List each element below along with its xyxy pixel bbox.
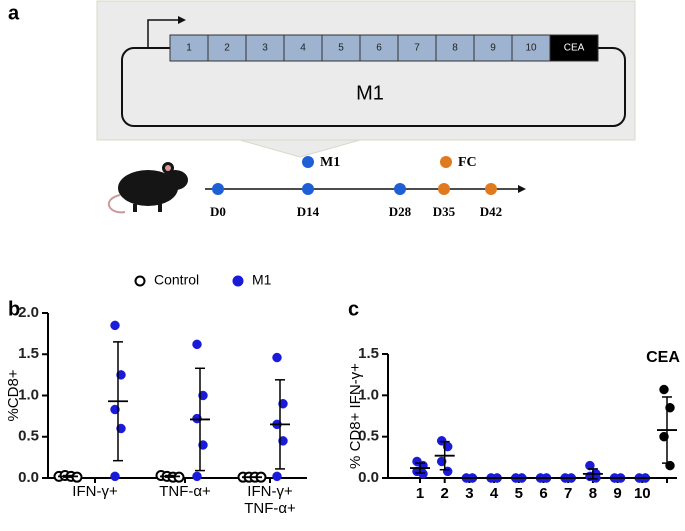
panel-label: b [8,298,20,320]
box-label: 2 [224,43,230,54]
y-tick-label: 1.0 [18,386,39,403]
box-label: CEA [564,43,585,54]
timepoint-label: D14 [297,204,320,219]
data-point [192,471,202,482]
data-point [272,471,282,482]
timepoint-dot [212,183,224,195]
x-tick-label: 9 [613,485,621,502]
x-tick-label: 5 [515,485,523,502]
legend-dot [440,156,452,168]
x-tick-label: IFN-γ+ [72,483,118,500]
x-tick-label: IFN-γ+ [247,483,293,500]
x-tick-label: 3 [465,485,473,502]
epitope-box [283,34,323,62]
epitope-box [511,34,551,62]
x-tick-label: 8 [589,485,597,502]
y-axis-title: % CD8+ IFN-γ+ [347,363,364,469]
mouse [107,162,188,214]
timepoint-dot [394,183,406,195]
timepoint-label: D35 [433,204,456,219]
y-tick-label: 2.0 [18,304,39,321]
x-tick-label: 10 [634,485,651,502]
data-point [659,384,669,395]
legend-label: M1 [320,155,340,170]
y-tick-label: 1.5 [18,345,39,362]
plasmid-label: M1 [356,82,384,104]
y-tick-label: 0.5 [358,428,379,445]
timepoint-dot [485,183,497,195]
box-label: 4 [300,43,306,54]
x-tick-label: 7 [564,485,572,502]
arrowhead [518,185,526,193]
y-tick-label: 0.0 [18,469,39,486]
x-tick-label: TNF-α+ [244,500,296,517]
inset-box [96,0,636,141]
x-tick-label: 4 [490,485,499,502]
x-tick-label: 1 [416,485,424,502]
box-label: 6 [376,43,382,54]
box-label: 1 [186,43,192,54]
legend-label: FC [458,155,477,170]
x-tick-label: 6 [539,485,547,502]
data-point [192,339,202,350]
timepoint-label: D0 [210,204,226,219]
y-axis-title: %CD8+ [5,369,22,421]
y-tick-label: 0.5 [18,428,39,445]
box-label: 3 [262,43,268,54]
timepoint-dot [438,183,450,195]
epitope-box [207,34,247,62]
panel-label: c [348,298,359,320]
box-label: 8 [452,43,458,54]
annotation: CEA [646,349,680,366]
legend-marker [134,275,146,287]
callout [239,139,361,158]
box-label: 5 [338,43,344,54]
timepoint-label: D42 [480,204,502,219]
arrowhead [178,16,186,24]
box-label: 9 [490,43,496,54]
promoter-arrow [147,19,178,48]
data-point [272,352,282,363]
antigen-box [549,34,599,62]
epitope-box [435,34,475,62]
data-point [110,471,120,482]
y-tick-label: 1.0 [358,386,379,403]
panel-label: a [8,2,20,24]
y-tick-label: 1.5 [358,345,379,362]
timepoint-dot [302,183,314,195]
legend-marker [232,275,244,287]
legend-label: M1 [252,272,272,288]
box-label: 10 [525,43,537,54]
x-tick-label: 2 [441,485,449,502]
epitope-box [359,34,399,62]
legend-dot [302,156,314,168]
data-point [110,320,120,331]
legend-label: Control [154,272,199,288]
box-label: 7 [414,43,420,54]
data-point [585,460,595,471]
y-tick-label: 0.0 [358,469,379,486]
timepoint-label: D28 [389,204,412,219]
x-tick-label: TNF-α+ [159,483,211,500]
